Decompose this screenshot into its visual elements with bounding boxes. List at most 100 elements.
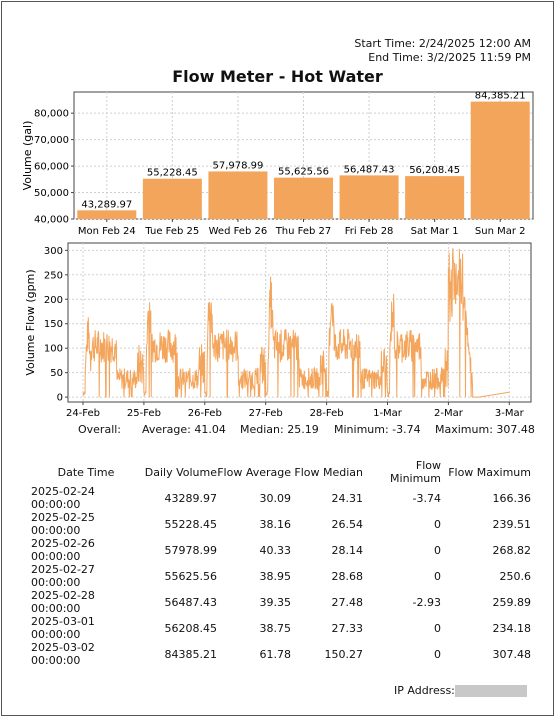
table-row: 2025-02-24 00:00:00 43289.97 30.09 24.31 -3.…: [31, 485, 531, 511]
daily-volume-bar-chart: 40,000 50,000 60,000 70,000 80,000 43,289.97 M…: [21, 91, 534, 237]
line-y-tick-label: 300: [44, 246, 63, 257]
bar-4: [273, 177, 334, 219]
overall-label: Overall:: [78, 423, 122, 436]
line-x-tick-label: 2-Mar: [434, 408, 464, 419]
line-y-tick-label: 100: [44, 344, 63, 355]
volume-flow-line-chart: 0 50 100 150 200 250 300 24-Feb 25-Feb 26-Feb 27-F…: [24, 242, 532, 419]
table-cell: 55228.45: [164, 517, 218, 531]
table-row: 2025-03-02 00:00:00 84385.21 61.78 150.27 0 3…: [31, 641, 531, 667]
table-cell: 0: [434, 621, 441, 635]
bar-y-tick-label: 70,000: [34, 135, 69, 146]
table-cell: 27.48: [331, 595, 364, 609]
table-cell: 250.6: [499, 569, 532, 583]
report-title: Flow Meter - Hot Water: [172, 67, 383, 86]
table-cell: 61.78: [259, 647, 292, 661]
header-flow-average: Flow Average: [217, 465, 291, 479]
header-daily-volume: Daily Volume: [144, 465, 217, 479]
bar-7: [470, 101, 530, 219]
end-time: End Time: 3/2/2025 11:59 PM: [368, 51, 531, 64]
header-date-time: Date Time: [57, 465, 115, 479]
table-cell: 268.82: [492, 543, 532, 557]
table-cell: 166.36: [492, 491, 532, 505]
ip-address-label: IP Address:: [394, 684, 455, 697]
table-header-row: Date Time Daily Volume Flow Average Flow…: [31, 459, 531, 485]
bar-value-label: 55,228.45: [147, 168, 198, 179]
bar-x-tick-label: Fri Feb 28: [345, 226, 394, 237]
bar-value-label: 56,208.45: [409, 165, 460, 176]
bar-y-tick-label: 50,000: [34, 188, 69, 199]
table-cell: 28.68: [331, 569, 364, 583]
table-cell: 40.33: [259, 543, 292, 557]
bar-3: [208, 171, 268, 219]
bar-6: [405, 176, 465, 219]
bar-value-label: 84,385.21: [475, 91, 526, 102]
table-cell: 2025-02-24 00:00:00: [31, 485, 95, 511]
table-cell: 2025-02-28 00:00:00: [31, 589, 95, 615]
line-y-tick-label: 250: [44, 270, 63, 281]
table-cell: -2.93: [412, 595, 441, 609]
table-cell: 234.18: [492, 621, 532, 635]
table-cell: 24.31: [331, 491, 364, 505]
table-cell: 57978.99: [164, 543, 218, 557]
table-cell: 2025-03-01 00:00:00: [31, 615, 95, 641]
table-cell: 307.48: [492, 647, 532, 661]
table-cell: 0: [434, 647, 441, 661]
table-cell: -3.74: [412, 491, 441, 505]
line-x-tick-label: 24-Feb: [66, 408, 100, 419]
table-cell: 56208.45: [164, 621, 218, 635]
bar-5: [339, 175, 399, 219]
table-cell: 0: [434, 517, 441, 531]
table-cell: 0: [434, 543, 441, 557]
table-row: 2025-03-01 00:00:00 56208.45 38.75 27.33 0 23…: [31, 615, 531, 641]
header-flow-maximum: Flow Maximum: [448, 465, 531, 479]
bar-x-tick-label: Mon Feb 24: [78, 226, 136, 237]
line-y-tick-label: 0: [57, 393, 63, 404]
flow-series-line: [82, 248, 510, 398]
table-cell: 56487.43: [164, 595, 218, 609]
overall-minimum: Minimum: -3.74: [334, 423, 421, 436]
bar-y-tick-label: 80,000: [34, 109, 69, 120]
table-cell: 2025-02-26 00:00:00: [31, 537, 95, 563]
table-cell: 38.95: [259, 569, 292, 583]
table-cell: 39.35: [259, 595, 292, 609]
table-cell: 55625.56: [164, 569, 218, 583]
bar-value-label: 55,625.56: [278, 167, 329, 178]
bar-value-label: 57,978.99: [212, 160, 263, 171]
line-y-tick-label: 200: [44, 295, 63, 306]
bar-x-tick-label: Tue Feb 25: [144, 226, 199, 237]
line-y-axis-label: Volume Flow (gpm): [24, 269, 37, 375]
overall-average: Average: 41.04: [142, 423, 226, 436]
table-cell: 2025-03-02 00:00:00: [31, 641, 95, 667]
table-row: 2025-02-27 00:00:00 55625.56 38.95 28.68 0 25…: [31, 563, 531, 589]
table-row: 2025-02-28 00:00:00 56487.43 39.35 27.48 -2.…: [31, 589, 531, 615]
line-y-tick-label: 50: [50, 368, 63, 379]
bar-x-tick-label: Sat Mar 1: [411, 226, 459, 237]
bar-value-label: 56,487.43: [344, 164, 395, 175]
line-x-tick-label: 28-Feb: [310, 408, 344, 419]
table-row: 2025-02-26 00:00:00 57978.99 40.33 28.14 0 26…: [31, 537, 531, 563]
line-x-tick-label: 27-Feb: [249, 408, 283, 419]
header-flow-median: Flow Median: [294, 465, 363, 479]
bar-y-tick-label: 60,000: [34, 162, 69, 173]
line-x-tick-label: 26-Feb: [188, 408, 222, 419]
start-time: Start Time: 2/24/2025 12:00 AM: [354, 37, 531, 50]
table-cell: 2025-02-27 00:00:00: [31, 563, 95, 589]
line-x-tick-label: 1-Mar: [373, 408, 403, 419]
overall-median: Median: 25.19: [240, 423, 319, 436]
bar-x-tick-label: Sun Mar 2: [475, 226, 526, 237]
table-cell: 259.89: [492, 595, 532, 609]
table-cell: 239.51: [492, 517, 532, 531]
table-cell: 2025-02-25 00:00:00: [31, 511, 95, 537]
bar-1: [77, 210, 137, 219]
header-flow-minimum: Flow Minimum: [390, 459, 441, 485]
table-cell: 30.09: [259, 491, 292, 505]
overall-maximum: Maximum: 307.48: [435, 423, 535, 436]
table-cell: 150.27: [324, 647, 364, 661]
table-cell: 0: [434, 569, 441, 583]
table-cell: 84385.21: [164, 647, 218, 661]
line-x-tick-label: 3-Mar: [495, 408, 525, 419]
daily-summary-table: Date Time Daily Volume Flow Average Flow…: [31, 459, 531, 667]
table-cell: 27.33: [331, 621, 364, 635]
bar-2: [142, 178, 202, 219]
line-y-tick-label: 150: [44, 319, 63, 330]
